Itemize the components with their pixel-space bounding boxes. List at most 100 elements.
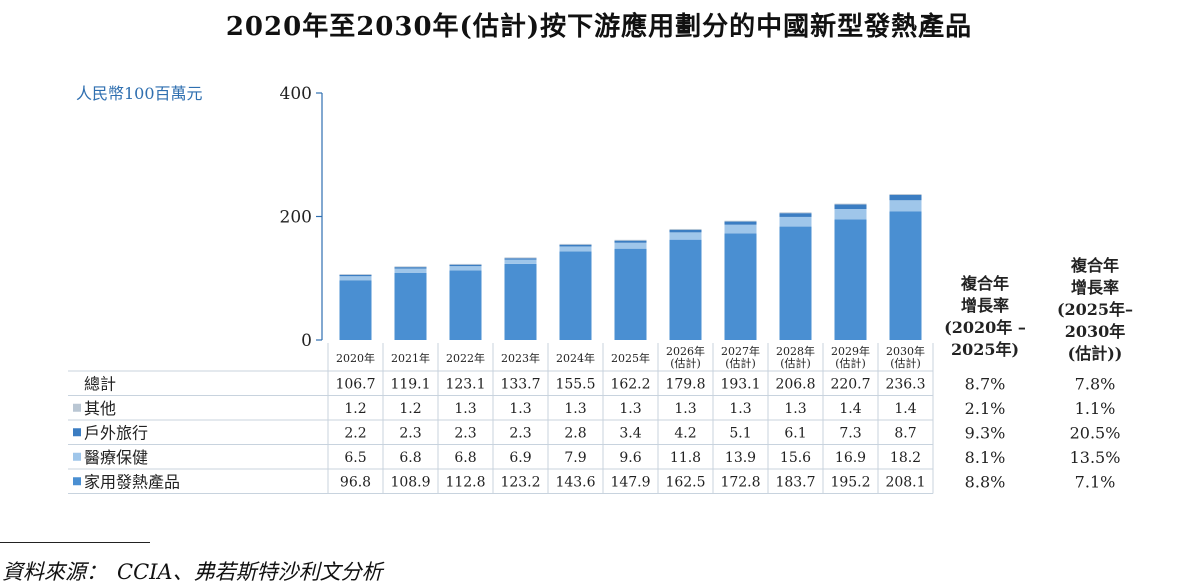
- cagr-value: 9.3%: [965, 423, 1006, 442]
- bar-segment: [339, 276, 372, 281]
- table-cell-value: 6.1: [784, 425, 806, 441]
- y-tick-label: 0: [301, 331, 312, 351]
- cagr-value: 1.1%: [1075, 399, 1116, 418]
- cagr-value: 13.5%: [1070, 448, 1121, 467]
- legend-swatch: [73, 403, 81, 412]
- bar-segment: [504, 257, 537, 259]
- table-cell-value: 143.6: [555, 474, 595, 490]
- table-cell-value: 147.9: [610, 474, 650, 490]
- source-note: 資料來源： CCIA、弗若斯特沙利文分析: [2, 556, 383, 586]
- cagr-header-line: 增長率: [1070, 278, 1119, 297]
- x-category-label: (估計): [670, 356, 701, 370]
- table-cell-value: 4.2: [674, 425, 696, 441]
- bar-segment: [559, 246, 592, 252]
- table-cell-value: 1.3: [729, 401, 751, 417]
- bar-segment: [834, 219, 867, 340]
- table-cell-value: 1.2: [344, 401, 366, 417]
- table-cell-value: 119.1: [390, 376, 430, 392]
- bar-segment: [669, 228, 702, 230]
- bar-segment: [394, 267, 427, 269]
- table-cell-value: 179.8: [665, 376, 705, 392]
- cagr-header-line: (2020年 –: [944, 318, 1026, 337]
- table-cell-value: 2.3: [399, 425, 421, 441]
- table-cell-value: 162.5: [665, 474, 705, 490]
- cagr-header-line: 2025年): [950, 340, 1020, 359]
- table-cell-value: 1.2: [399, 401, 421, 417]
- chart-title: 2020年至2030年(估計)按下游應用劃分的中國新型發熱產品: [225, 12, 973, 42]
- cagr-value: 8.7%: [965, 374, 1006, 393]
- table-cell-value: 6.9: [509, 450, 531, 466]
- table-cell-value: 123.2: [500, 474, 540, 490]
- bar-segment: [779, 213, 812, 217]
- table-cell-value: 208.1: [885, 474, 925, 490]
- bar-segment: [614, 239, 647, 241]
- table-cell-value: 155.5: [555, 376, 595, 392]
- table-cell-value: 16.9: [835, 450, 866, 466]
- table-cell-value: 15.6: [780, 450, 811, 466]
- cagr-value: 7.1%: [1075, 472, 1116, 491]
- table-cell-value: 183.7: [775, 474, 815, 490]
- table-row-label: 總計: [84, 374, 116, 393]
- source-divider: [0, 542, 150, 543]
- table-cell-value: 1.3: [784, 401, 806, 417]
- bar-segment: [394, 272, 427, 340]
- source-label: 資料來源：: [2, 560, 107, 584]
- table-cell-value: 1.3: [564, 401, 586, 417]
- bar-segment: [559, 244, 592, 247]
- cagr-header-2020-2025: 複合年 增長率 (2020年 – 2025年): [940, 273, 1030, 361]
- bar-segment: [779, 212, 812, 214]
- bar-segment: [669, 239, 702, 340]
- legend-swatch: [73, 452, 81, 461]
- table-cell-value: 1.3: [454, 401, 476, 417]
- x-category-label: 2021年: [391, 351, 430, 365]
- table-cell-value: 2.2: [344, 425, 366, 441]
- table-cell-value: 9.6: [619, 450, 641, 466]
- table-cell-value: 6.8: [399, 450, 421, 466]
- cagr-header-line: 增長率: [960, 296, 1009, 315]
- bar-segment: [504, 258, 537, 260]
- table-cell-value: 172.8: [720, 474, 760, 490]
- table-cell-value: 193.1: [720, 376, 760, 392]
- cagr-header-line: 2030年: [1064, 322, 1126, 341]
- bar-segment: [669, 229, 702, 233]
- x-category-label: 2026年: [666, 344, 705, 358]
- cagr-header-line: (2025年–: [1056, 300, 1134, 319]
- bar-segment: [394, 268, 427, 273]
- bar-segment: [834, 203, 867, 205]
- table-cell-value: 133.7: [500, 376, 540, 392]
- bar-segment: [394, 266, 427, 268]
- bar-segment: [449, 263, 482, 265]
- table-cell-value: 1.4: [894, 401, 916, 417]
- table-cell-value: 6.5: [344, 450, 366, 466]
- legend-swatch: [73, 428, 81, 437]
- bar-segment: [889, 200, 922, 212]
- x-category-label: (估計): [725, 356, 756, 370]
- table-cell-value: 11.8: [670, 450, 701, 466]
- x-category-label: 2029年: [831, 344, 870, 358]
- cagr-header-line: (估計)): [1067, 344, 1123, 363]
- table-cell-value: 5.1: [729, 425, 751, 441]
- table-cell-value: 206.8: [775, 376, 815, 392]
- table-cell-value: 106.7: [335, 376, 375, 392]
- x-category-label: (估計): [835, 356, 866, 370]
- bar-segment: [614, 242, 647, 249]
- y-tick-label: 400: [280, 84, 312, 104]
- table-row-label: 戶外旅行: [84, 423, 148, 442]
- bar-segment: [339, 280, 372, 340]
- table-cell-value: 162.2: [610, 376, 650, 392]
- table-row-label: 醫療保健: [84, 448, 148, 467]
- table-cell-value: 1.3: [674, 401, 696, 417]
- x-category-label: 2020年: [336, 351, 375, 365]
- bar-segment: [889, 194, 922, 195]
- x-category-label: 2027年: [721, 344, 760, 358]
- bar-segment: [339, 274, 372, 275]
- table-cell-value: 2.8: [564, 425, 586, 441]
- cagr-value: 8.8%: [965, 472, 1006, 491]
- cagr-value: 20.5%: [1070, 423, 1121, 442]
- bar-segment: [449, 266, 482, 271]
- table-cell-value: 7.3: [839, 425, 861, 441]
- cagr-value: 7.8%: [1075, 374, 1116, 393]
- bar-segment: [834, 204, 867, 210]
- bar-segment: [449, 270, 482, 340]
- bar-segment: [669, 232, 702, 240]
